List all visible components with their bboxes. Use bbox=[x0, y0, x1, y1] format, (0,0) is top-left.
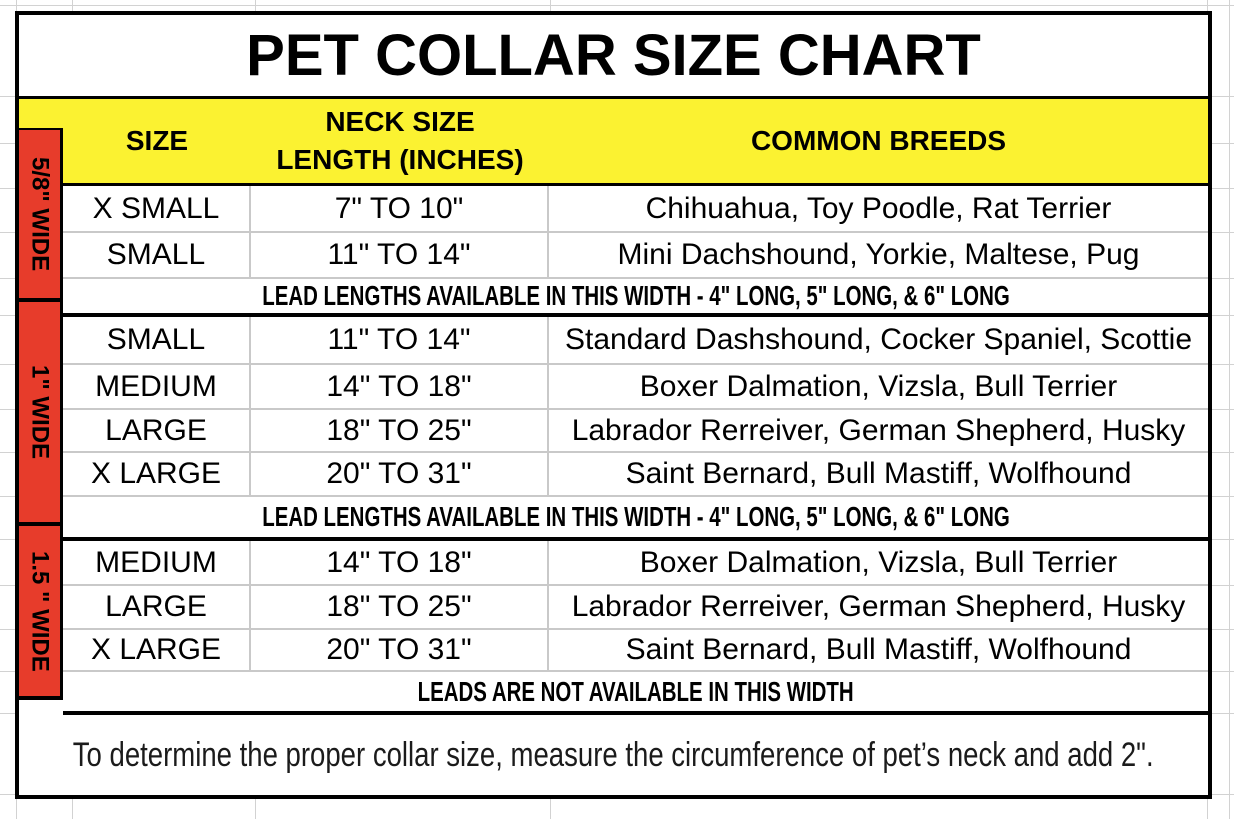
lead-note-15: LEADS ARE NOT AVAILABLE IN THIS WIDTH bbox=[417, 675, 854, 707]
size-cell: MEDIUM bbox=[63, 541, 251, 584]
lead-note-row: LEAD LENGTHS AVAILABLE IN THIS WIDTH - 4… bbox=[63, 497, 1208, 537]
size-cell: LARGE bbox=[63, 586, 251, 628]
breeds-cell: Boxer Dalmation, Vizsla, Bull Terrier bbox=[639, 545, 1118, 579]
footer-note-row: To determine the proper collar size, mea… bbox=[19, 715, 1208, 795]
width-label-1: 1" WIDE bbox=[26, 364, 54, 460]
size-cell: X SMALL bbox=[63, 186, 251, 231]
lead-note-row: LEADS ARE NOT AVAILABLE IN THIS WIDTH bbox=[63, 672, 1208, 711]
table-title-row: PET COLLAR SIZE CHART bbox=[19, 15, 1208, 99]
width-label-15: 1.5 " WIDE bbox=[26, 550, 54, 672]
table-rows: X SMALL 7" TO 10" Chihuahua, Toy Poodle,… bbox=[63, 186, 1208, 715]
width-label-cell-58: 5/8" WIDE bbox=[19, 130, 60, 302]
table-row: X LARGE 20" TO 31" Saint Bernard, Bull M… bbox=[63, 630, 1208, 672]
breeds-cell: Mini Dachshound, Yorkie, Maltese, Pug bbox=[617, 238, 1140, 271]
section-1-wide: SMALL 11" TO 14" Standard Dashshound, Co… bbox=[63, 317, 1208, 541]
page-title: PET COLLAR SIZE CHART bbox=[246, 23, 981, 88]
breeds-cell: Boxer Dalmation, Vizsla, Bull Terrier bbox=[639, 369, 1118, 403]
size-cell: MEDIUM bbox=[63, 365, 251, 408]
section-15-wide: MEDIUM 14" TO 18" Boxer Dalmation, Vizsl… bbox=[63, 541, 1208, 715]
lead-note-row: LEAD LENGTHS AVAILABLE IN THIS WIDTH - 4… bbox=[63, 279, 1208, 313]
neck-cell: 11" TO 14" bbox=[251, 233, 549, 277]
size-cell: X LARGE bbox=[63, 630, 251, 670]
lead-note-1: LEAD LENGTHS AVAILABLE IN THIS WIDTH - 4… bbox=[261, 501, 1010, 532]
width-label-58: 5/8" WIDE bbox=[26, 156, 54, 272]
table-row: X SMALL 7" TO 10" Chihuahua, Toy Poodle,… bbox=[63, 186, 1208, 233]
column-header-common-breeds: COMMON BREEDS bbox=[750, 125, 1007, 156]
neck-cell: 14" TO 18" bbox=[251, 541, 549, 584]
neck-cell: 18" TO 25" bbox=[251, 586, 549, 628]
width-label-cell-15: 1.5 " WIDE bbox=[19, 526, 60, 700]
breeds-cell: Labrador Rerreiver, German Shepherd, Hus… bbox=[571, 590, 1186, 623]
breeds-cell: Saint Bernard, Bull Mastiff, Wolfhound bbox=[625, 457, 1132, 490]
size-cell: SMALL bbox=[63, 317, 251, 363]
sheet-gridline-h bbox=[0, 5, 1234, 6]
section-58-wide: X SMALL 7" TO 10" Chihuahua, Toy Poodle,… bbox=[63, 186, 1208, 317]
neck-cell: 11" TO 14" bbox=[251, 317, 549, 363]
size-cell: SMALL bbox=[63, 233, 251, 277]
footer-note: To determine the proper collar size, mea… bbox=[73, 735, 1154, 774]
neck-cell: 7" TO 10" bbox=[251, 186, 549, 231]
neck-cell: 20" TO 31" bbox=[251, 453, 549, 495]
breeds-cell: Standard Dashshound, Cocker Spaniel, Sco… bbox=[564, 323, 1193, 356]
table-row: MEDIUM 14" TO 18" Boxer Dalmation, Vizsl… bbox=[63, 541, 1208, 586]
table-body: 5/8" WIDE 1" WIDE 1.5 " WIDE X SMALL 7" … bbox=[19, 128, 1208, 715]
neck-cell: 20" TO 31" bbox=[251, 630, 549, 670]
table-row: MEDIUM 14" TO 18" Boxer Dalmation, Vizsl… bbox=[63, 365, 1208, 410]
size-cell: LARGE bbox=[63, 410, 251, 451]
size-chart-table: PET COLLAR SIZE CHART SIZE NECK SIZE LEN… bbox=[15, 11, 1212, 799]
table-row: X LARGE 20" TO 31" Saint Bernard, Bull M… bbox=[63, 453, 1208, 497]
width-rail: 5/8" WIDE 1" WIDE 1.5 " WIDE bbox=[19, 128, 63, 700]
lead-note-58: LEAD LENGTHS AVAILABLE IN THIS WIDTH - 4… bbox=[261, 280, 1010, 311]
breeds-cell: Chihuahua, Toy Poodle, Rat Terrier bbox=[645, 191, 1112, 225]
breeds-cell: Saint Bernard, Bull Mastiff, Wolfhound bbox=[625, 633, 1132, 666]
breeds-cell: Labrador Rerreiver, German Shepherd, Hus… bbox=[571, 413, 1186, 447]
table-row: SMALL 11" TO 14" Standard Dashshound, Co… bbox=[63, 317, 1208, 365]
neck-cell: 18" TO 25" bbox=[251, 410, 549, 451]
table-header-row: SIZE NECK SIZE LENGTH (INCHES) COMMON BR… bbox=[19, 99, 1208, 186]
column-header-neck-line1: NECK SIZE bbox=[325, 106, 475, 137]
table-row: LARGE 18" TO 25" Labrador Rerreiver, Ger… bbox=[63, 586, 1208, 630]
size-cell: X LARGE bbox=[63, 453, 251, 495]
column-header-neck-size: NECK SIZE LENGTH (INCHES) bbox=[251, 99, 549, 183]
column-header-neck-line2: LENGTH (INCHES) bbox=[276, 144, 524, 175]
width-label-cell-1: 1" WIDE bbox=[19, 302, 60, 526]
table-row: LARGE 18" TO 25" Labrador Rerreiver, Ger… bbox=[63, 410, 1208, 453]
column-header-size: SIZE bbox=[125, 125, 189, 156]
neck-cell: 14" TO 18" bbox=[251, 365, 549, 408]
table-row: SMALL 11" TO 14" Mini Dachshound, Yorkie… bbox=[63, 233, 1208, 279]
